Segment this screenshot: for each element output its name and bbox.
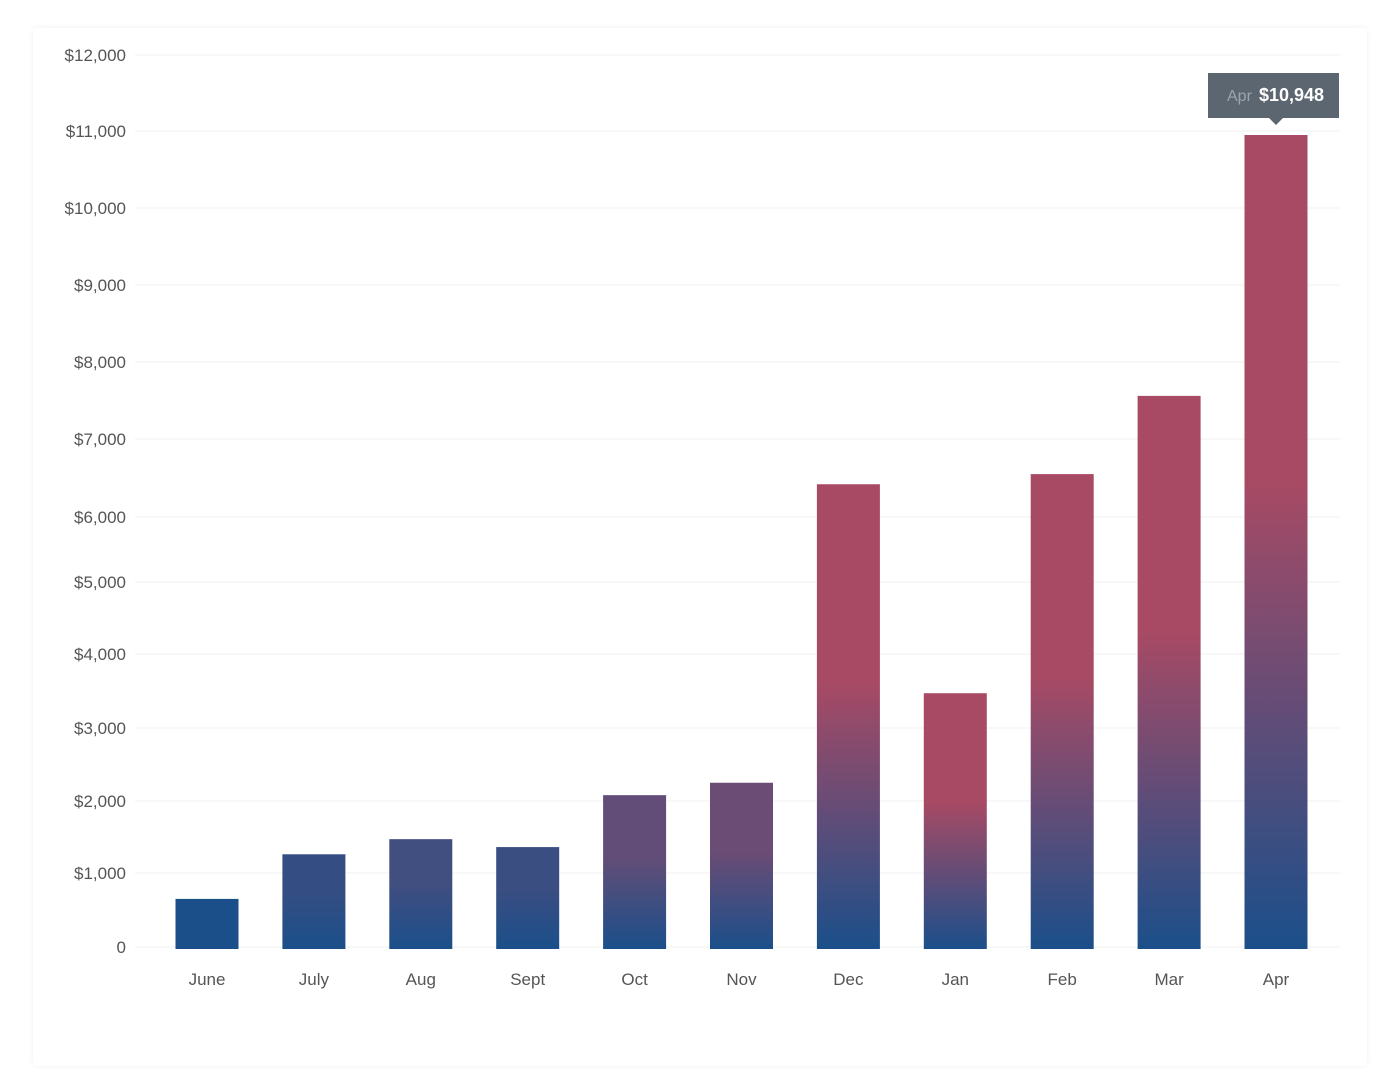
bar-nov[interactable] [710, 782, 773, 949]
y-tick-label: $1,000 [74, 864, 126, 883]
tooltip: Apr $10,948 [1208, 73, 1339, 126]
y-tick-label: $6,000 [74, 508, 126, 527]
bar-mar[interactable] [1137, 395, 1201, 949]
y-tick-label: $9,000 [74, 276, 126, 295]
x-tick-label: Sept [510, 970, 545, 989]
y-tick-label: $10,000 [65, 199, 126, 218]
y-tick-label: $4,000 [74, 645, 126, 664]
x-tick-label: Nov [726, 970, 757, 989]
tooltip-category: Apr [1227, 88, 1253, 105]
y-tick-label: $11,000 [66, 122, 126, 141]
bar-june[interactable] [175, 898, 239, 949]
x-tick-label: Oct [621, 970, 648, 989]
bar-feb[interactable] [1030, 474, 1094, 949]
bar-apr[interactable] [1244, 135, 1308, 949]
x-tick-label: June [189, 970, 226, 989]
x-tick-label: July [299, 970, 330, 989]
bar-july[interactable] [282, 854, 346, 949]
bar-jan[interactable] [923, 693, 987, 949]
x-tick-label: Mar [1154, 970, 1184, 989]
tooltip-arrow [1269, 118, 1283, 126]
tooltip-background [1208, 73, 1339, 119]
x-tick-label: Feb [1048, 970, 1077, 989]
x-tick-label: Apr [1263, 970, 1290, 989]
x-tick-label: Dec [833, 970, 864, 989]
bar-sept[interactable] [496, 847, 560, 949]
x-tick-label: Jan [942, 970, 969, 989]
x-tick-label: Aug [406, 970, 436, 989]
y-tick-label: $3,000 [74, 719, 126, 738]
y-tick-label: 0 [117, 938, 126, 957]
bar-aug[interactable] [389, 839, 453, 949]
tooltip-value: $10,948 [1259, 85, 1324, 105]
y-tick-label: $2,000 [74, 792, 126, 811]
bar-oct[interactable] [603, 795, 667, 949]
y-tick-label: $12,000 [65, 46, 126, 65]
y-tick-label: $8,000 [74, 353, 126, 372]
bar-dec[interactable] [816, 484, 880, 949]
y-tick-label: $5,000 [74, 573, 126, 592]
y-tick-label: $7,000 [74, 430, 126, 449]
